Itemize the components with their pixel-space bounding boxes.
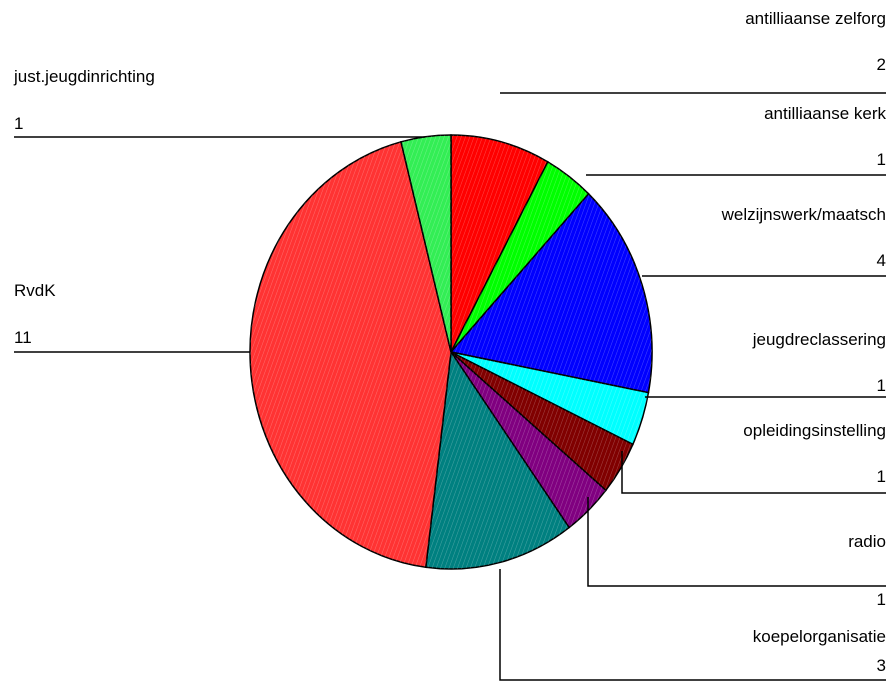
- pie-slice-texture: [451, 161, 589, 352]
- slice-value-label: 1: [877, 376, 886, 395]
- slice-value-label: 1: [877, 150, 886, 169]
- slice-label: antilliaanse kerk: [764, 104, 886, 123]
- slice-value-label: 2: [877, 55, 886, 74]
- pie-slice-texture: [425, 352, 570, 570]
- pie-slice-texture: [451, 352, 633, 491]
- slice-labels: antilliaanse zelforg 2 antilliaanse kerk 1 w…: [13, 9, 886, 675]
- slice-value-label: 1: [877, 590, 886, 609]
- pie-slice-texture: [451, 135, 548, 352]
- slice-label: antilliaanse zelforg: [745, 9, 886, 28]
- pie-slice-texture: [401, 135, 451, 352]
- pie-slice-texture: [451, 352, 649, 445]
- leader-line: [499, 569, 886, 681]
- slice-label: jeugdreclassering: [752, 330, 886, 349]
- slice-value-label: 3: [877, 656, 886, 675]
- leader-line: [587, 497, 886, 587]
- slice-value-label: 4: [877, 251, 886, 270]
- pie-slice-texture: [250, 141, 451, 568]
- pie-slice-texture: [451, 193, 652, 393]
- leader-line: [621, 451, 886, 494]
- slice-label: just.jeugdinrichting: [13, 67, 155, 86]
- pie-slices: [249, 134, 653, 570]
- slice-value-label: 1: [877, 467, 886, 486]
- slice-label: welzijnswerk/maatsch: [721, 205, 886, 224]
- slice-label: opleidingsinstelling: [743, 421, 886, 440]
- slice-label: RvdK: [14, 281, 56, 300]
- slice-value-label: 11: [14, 328, 32, 347]
- pie-slice-texture: [451, 352, 606, 528]
- slice-label: koepelorganisatie: [753, 627, 886, 646]
- slice-value-label: 1: [14, 114, 23, 133]
- leader-lines: [14, 92, 886, 681]
- slice-label: radio: [848, 532, 886, 551]
